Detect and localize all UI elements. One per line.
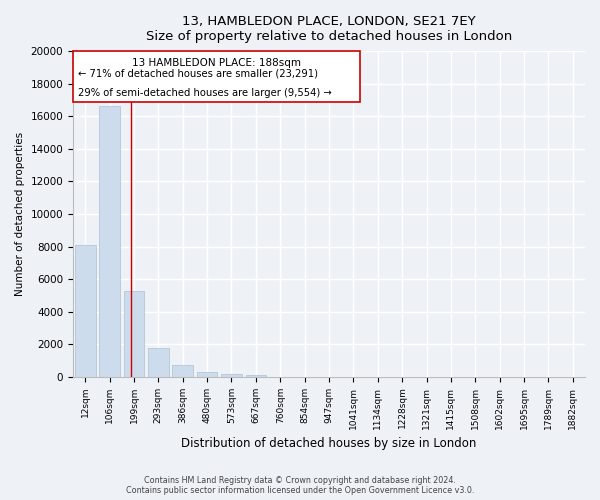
Bar — [124, 290, 145, 377]
Bar — [148, 348, 169, 377]
Bar — [99, 106, 120, 377]
FancyBboxPatch shape — [73, 51, 360, 102]
Y-axis label: Number of detached properties: Number of detached properties — [15, 132, 25, 296]
Text: Contains HM Land Registry data © Crown copyright and database right 2024.
Contai: Contains HM Land Registry data © Crown c… — [126, 476, 474, 495]
Text: 13 HAMBLEDON PLACE: 188sqm: 13 HAMBLEDON PLACE: 188sqm — [132, 58, 301, 68]
Bar — [221, 374, 242, 377]
Text: ← 71% of detached houses are smaller (23,291): ← 71% of detached houses are smaller (23… — [78, 69, 318, 79]
Title: 13, HAMBLEDON PLACE, LONDON, SE21 7EY
Size of property relative to detached hous: 13, HAMBLEDON PLACE, LONDON, SE21 7EY Si… — [146, 15, 512, 43]
Bar — [245, 375, 266, 377]
Bar — [172, 364, 193, 377]
Bar — [197, 372, 217, 377]
X-axis label: Distribution of detached houses by size in London: Distribution of detached houses by size … — [181, 437, 477, 450]
Bar — [75, 245, 95, 377]
Text: 29% of semi-detached houses are larger (9,554) →: 29% of semi-detached houses are larger (… — [78, 88, 332, 98]
